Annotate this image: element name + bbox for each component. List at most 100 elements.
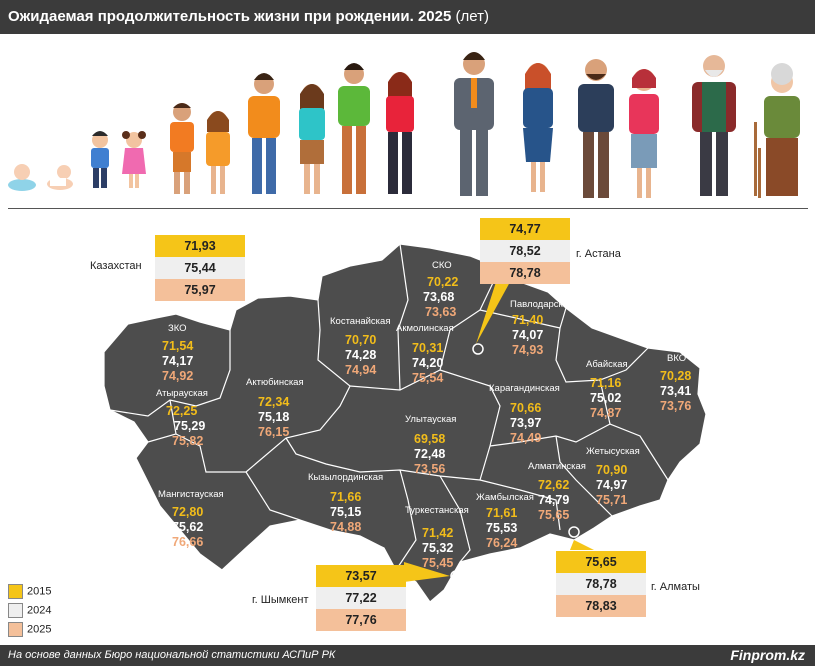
man-in-suit-figure xyxy=(454,52,494,196)
value-2024: 78,78 xyxy=(556,573,646,595)
value-2015: 70,28 xyxy=(660,369,692,383)
value-2024: 77,22 xyxy=(316,587,406,609)
source-note: На основе данных Бюро национальной стати… xyxy=(8,649,336,661)
astana-marker xyxy=(472,343,484,355)
value-2015: 71,66 xyxy=(330,490,362,504)
value-2024: 74,20 xyxy=(412,356,444,370)
value-2025: 73,56 xyxy=(414,462,446,476)
kazakhstan-map xyxy=(103,243,707,603)
value-2025: 73,63 xyxy=(425,305,457,319)
region-name: Туркестанская xyxy=(405,505,469,516)
astana-label: г. Астана xyxy=(576,248,621,260)
value-2015: 72,34 xyxy=(258,395,290,409)
astana-value-box: 74,77 78,52 78,78 xyxy=(480,218,570,284)
legend-label: 2015 xyxy=(27,585,52,598)
region-borders xyxy=(109,243,669,571)
kazakhstan-shape xyxy=(103,243,707,603)
value-2015: 75,65 xyxy=(556,551,646,573)
value-2025: 75,65 xyxy=(538,508,570,522)
shymkent-marker xyxy=(450,570,462,582)
national-label: Казахстан xyxy=(90,260,142,272)
region-name: Актюбинская xyxy=(246,377,304,388)
value-2015: 70,66 xyxy=(510,401,542,415)
value-2025: 74,94 xyxy=(345,363,377,377)
brand-logo: Finprom.kz xyxy=(730,647,805,663)
value-2024: 73,41 xyxy=(660,384,692,398)
shymkent-label: г. Шымкент xyxy=(252,594,309,606)
value-2024: 74,97 xyxy=(596,478,628,492)
value-2024: 75,32 xyxy=(422,541,454,555)
title-unit: (лет) xyxy=(455,8,489,25)
child-figure xyxy=(91,131,109,188)
almaty-marker xyxy=(568,526,580,538)
almaty-value-box: 75,65 78,78 78,83 xyxy=(556,551,646,617)
value-2015: 72,62 xyxy=(538,478,570,492)
value-2024: 75,29 xyxy=(174,419,206,433)
value-2015: 70,22 xyxy=(427,275,459,289)
value-2024: 72,48 xyxy=(414,447,446,461)
value-2025: 74,92 xyxy=(162,369,194,383)
almaty-pointer xyxy=(570,540,594,550)
legend-swatch xyxy=(8,584,23,599)
value-2015: 71,93 xyxy=(155,235,245,257)
value-2025: 75,54 xyxy=(412,371,444,385)
value-2024: 75,44 xyxy=(155,257,245,279)
region-name: Жетысуская xyxy=(586,446,640,457)
young-man-figure xyxy=(248,73,280,194)
value-2025: 75,97 xyxy=(155,279,245,301)
region-name: Алматинская xyxy=(528,461,586,472)
legend-item-2025: 2025 xyxy=(8,622,51,637)
value-2024: 75,53 xyxy=(486,521,518,535)
region-name: Кызылординская xyxy=(308,472,384,483)
adult-woman-figure xyxy=(386,72,414,194)
value-2024: 75,02 xyxy=(590,391,622,405)
footer-bar: На основе данных Бюро национальной стати… xyxy=(0,645,815,666)
bearded-man-figure xyxy=(578,59,614,198)
legend-label: 2024 xyxy=(27,604,52,617)
value-2025: 74,49 xyxy=(510,431,542,445)
value-2015: 72,25 xyxy=(166,404,198,418)
teen-figure xyxy=(170,103,194,194)
header-bar: Ожидаемая продолжительность жизни при ро… xyxy=(0,0,815,34)
baby-figure xyxy=(8,164,36,191)
value-2025: 77,76 xyxy=(316,609,406,631)
region-name: ВКО xyxy=(667,353,687,364)
legend-item-2015: 2015 xyxy=(8,584,51,599)
national-value-box: 71,93 75,44 75,97 xyxy=(155,235,245,301)
region-name: Акмолинская xyxy=(396,323,454,334)
baby-figure xyxy=(47,165,73,190)
value-2025: 75,71 xyxy=(596,493,628,507)
young-woman-figure xyxy=(299,84,325,194)
value-2015: 69,58 xyxy=(414,432,446,446)
value-2025: 75,45 xyxy=(422,556,454,570)
value-2025: 78,78 xyxy=(480,262,570,284)
legend-swatch xyxy=(8,622,23,637)
region-name: Улытауская xyxy=(405,414,457,425)
separator-line xyxy=(8,208,808,209)
woman-figure xyxy=(523,63,553,192)
value-2024: 74,07 xyxy=(512,328,544,342)
value-2024: 73,97 xyxy=(510,416,542,430)
value-2025: 74,87 xyxy=(590,406,622,420)
value-2025: 76,15 xyxy=(258,425,290,439)
region-name: Павлодарская xyxy=(510,299,574,310)
value-2015: 71,61 xyxy=(486,506,518,520)
value-2025: 76,24 xyxy=(486,536,518,550)
value-2024: 78,52 xyxy=(480,240,570,262)
region-name: Карагандинская xyxy=(489,383,560,394)
elderly-man-figure xyxy=(692,55,757,196)
adult-man-figure xyxy=(338,63,370,194)
legend-label: 2025 xyxy=(27,623,52,636)
value-2025: 74,93 xyxy=(512,343,544,357)
page-title: Ожидаемая продолжительность жизни при ро… xyxy=(8,8,489,25)
value-2024: 75,15 xyxy=(330,505,362,519)
value-2025: 76,66 xyxy=(172,535,204,549)
elderly-woman-figure xyxy=(758,63,800,198)
child-figure xyxy=(122,131,146,188)
region-name: Мангистауская xyxy=(158,489,224,500)
value-2015: 71,54 xyxy=(162,339,194,353)
value-2015: 72,80 xyxy=(172,505,204,519)
legend-item-2024: 2024 xyxy=(8,603,51,618)
shymkent-pointer xyxy=(404,562,450,582)
mature-woman-figure xyxy=(629,69,659,198)
